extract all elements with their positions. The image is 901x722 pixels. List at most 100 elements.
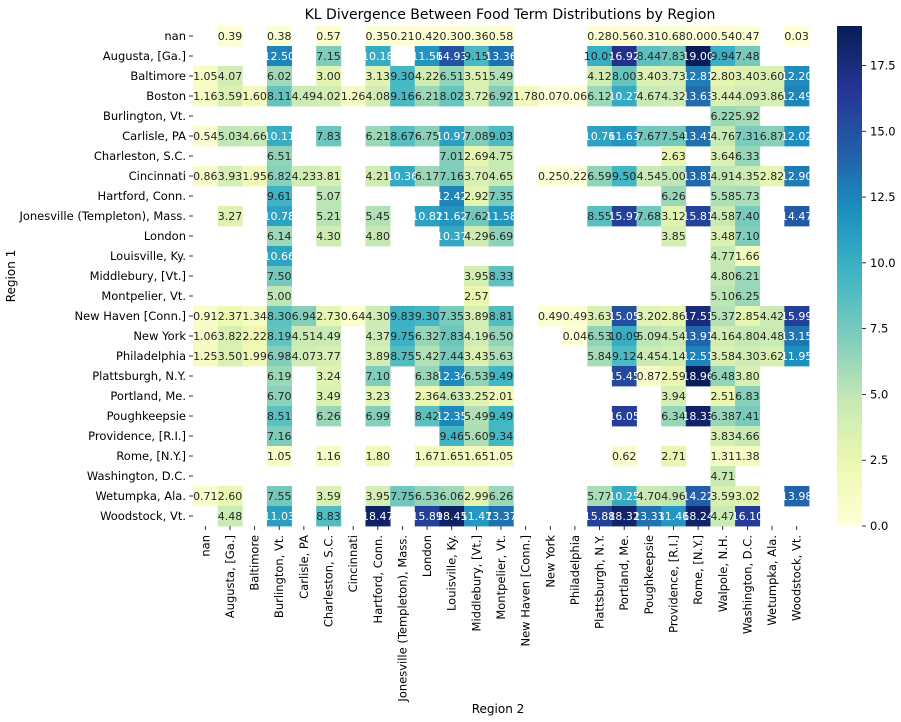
colorbar-tick-label: 10.0 xyxy=(870,256,896,270)
cell-value-label: 0.38 xyxy=(267,30,292,43)
cell-value-label: 10.78 xyxy=(263,210,295,223)
cell-value-label: 13.36 xyxy=(485,50,517,63)
cell-value-label: 11.63 xyxy=(608,130,640,143)
heatmap-cell xyxy=(414,326,440,347)
heatmap-cell xyxy=(488,26,514,47)
heatmap-cell xyxy=(685,346,711,367)
cell-value-label: 7.83 xyxy=(316,130,341,143)
cell-value-label: 3.85 xyxy=(661,230,686,243)
heatmap-cell xyxy=(464,406,490,427)
heatmap-cell xyxy=(439,406,465,427)
cell-value-label: 1.16 xyxy=(193,90,218,103)
heatmap-cell xyxy=(587,26,613,47)
heatmap-cell xyxy=(710,286,736,307)
colorbar-tick-label: 2.5 xyxy=(870,453,888,467)
cell-value-label: 0.64 xyxy=(341,310,366,323)
heatmap-cell xyxy=(735,406,761,427)
heatmap-cell xyxy=(365,46,391,67)
cell-value-label: 6.50 xyxy=(489,330,514,343)
heatmap-cell xyxy=(784,86,810,107)
heatmap-cell xyxy=(390,306,416,327)
colorbar-tick-label: 17.5 xyxy=(870,58,896,72)
cell-value-label: 6.14 xyxy=(267,230,292,243)
heatmap-cell xyxy=(784,486,810,507)
heatmap-cell xyxy=(193,66,219,87)
heatmap-cell xyxy=(685,46,711,67)
heatmap-cell xyxy=(587,126,613,147)
cell-value-label: 2.59 xyxy=(661,370,686,383)
cell-value-label: 4.70 xyxy=(637,490,662,503)
cell-value-label: 6.98 xyxy=(267,350,292,363)
heatmap-cell xyxy=(439,66,465,87)
heatmap-cell xyxy=(611,366,637,387)
cell-value-label: 5.03 xyxy=(218,130,243,143)
x-tick-label: Rome, [N.Y.] xyxy=(691,535,705,605)
heatmap-cell xyxy=(316,126,342,147)
cell-value-label: 5.00 xyxy=(661,170,686,183)
cell-value-label: 6.87 xyxy=(760,130,785,143)
colorbar-tick-label: 15.0 xyxy=(870,124,896,138)
heatmap-cell xyxy=(661,386,687,407)
cell-value-label: 6.48 xyxy=(711,370,736,383)
heatmap-cell xyxy=(464,66,490,87)
heatmap-cell xyxy=(439,486,465,507)
y-tick-label: Rome, [N.Y.] xyxy=(116,449,186,463)
heatmap-cell xyxy=(735,326,761,347)
heatmap-cell xyxy=(710,386,736,407)
cell-value-label: 0.49 xyxy=(563,310,588,323)
heatmap-cell xyxy=(439,366,465,387)
cell-value-label: 7.48 xyxy=(735,50,760,63)
heatmap-cell xyxy=(242,346,268,367)
cell-value-label: 0.54 xyxy=(193,130,218,143)
cell-value-label: 0.00 xyxy=(686,30,711,43)
heatmap-cell xyxy=(316,406,342,427)
heatmap-cell xyxy=(759,66,785,87)
cell-value-label: 4.48 xyxy=(760,330,785,343)
heatmap-cell xyxy=(266,46,292,67)
cell-value-label: 4.58 xyxy=(711,210,736,223)
heatmap-cell xyxy=(439,46,465,67)
cell-value-label: 8.30 xyxy=(267,310,292,323)
cell-value-label: 1.38 xyxy=(735,450,760,463)
cell-value-label: 12.42 xyxy=(436,190,468,203)
heatmap-cell xyxy=(242,86,268,107)
heatmap-cell xyxy=(636,326,662,347)
cell-value-label: 5.42 xyxy=(415,350,440,363)
cell-value-label: 4.54 xyxy=(661,330,686,343)
x-tick-label: Hartford, Conn. xyxy=(371,535,385,623)
y-tick-label: Middlebury, [Vt.] xyxy=(90,269,186,283)
cell-value-label: 18.45 xyxy=(436,510,468,523)
cell-value-label: 1.67 xyxy=(415,450,440,463)
cell-value-label: 0.86 xyxy=(193,170,218,183)
cell-value-label: 11.46 xyxy=(658,510,690,523)
cell-value-label: 18.96 xyxy=(682,370,714,383)
heatmap-cell xyxy=(217,166,243,187)
x-tick-label: Jonesville (Templeton), Mass. xyxy=(395,535,409,703)
heatmap-cell xyxy=(439,386,465,407)
cell-value-label: 13.91 xyxy=(682,330,714,343)
cell-value-label: 4.47 xyxy=(711,510,736,523)
cell-value-label: 8.81 xyxy=(489,310,514,323)
heatmap-cell xyxy=(710,326,736,347)
y-tick-label: Providence, [R.I.] xyxy=(88,429,186,443)
heatmap-cell xyxy=(464,486,490,507)
heatmap-cell xyxy=(685,486,711,507)
heatmap-cell xyxy=(661,486,687,507)
heatmap-cell xyxy=(735,346,761,367)
cell-value-label: 15.05 xyxy=(608,310,640,323)
heatmap-cell xyxy=(390,326,416,347)
cell-value-label: 0.04 xyxy=(563,330,588,343)
heatmap-cell xyxy=(661,126,687,147)
heatmap-cell xyxy=(439,446,465,467)
cell-value-label: 5.60 xyxy=(464,430,489,443)
colorbar-gradient xyxy=(837,26,862,526)
cell-value-label: 6.53 xyxy=(587,330,612,343)
heatmap-cell xyxy=(217,66,243,87)
heatmap-cell xyxy=(439,426,465,447)
cell-value-label: 4.48 xyxy=(218,510,243,523)
heatmap-cell xyxy=(735,306,761,327)
cell-value-label: 4.02 xyxy=(316,90,341,103)
cell-value-label: 3.82 xyxy=(218,330,243,343)
heatmap-cell xyxy=(562,166,588,187)
cell-value-label: 5.21 xyxy=(316,210,341,223)
